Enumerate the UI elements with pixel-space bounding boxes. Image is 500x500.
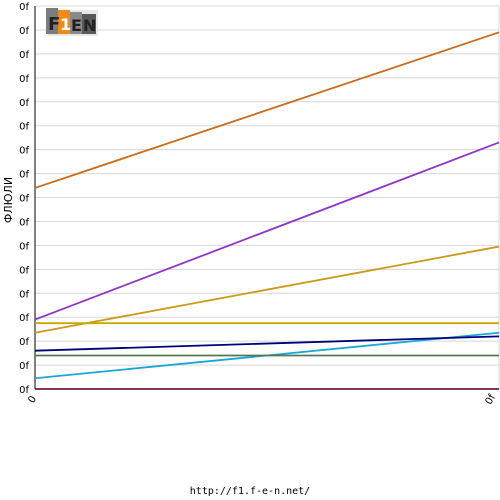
y-tick-label: 0f (19, 385, 29, 396)
series-line-1 (34, 31, 500, 189)
y-tick-labels: 0f 0f 0f 0f 0f 0f 0f 0f 0f 0f 0f 0f 0f 0f 0f 0f 0f (19, 2, 29, 396)
svg-text:F: F (48, 14, 60, 35)
grid-lines (34, 5, 500, 390)
y-tick-label: 0f (19, 241, 29, 252)
y-axis-label: ФЛЮЛИ (2, 177, 15, 223)
x-tick-labels: 0 0f (26, 392, 498, 406)
y-tick-label: 0f (19, 74, 29, 85)
f1en-logo: F 1 E N (46, 8, 98, 36)
svg-text:N: N (83, 16, 96, 35)
x-tick-label: 0f (484, 392, 499, 406)
x-tick-label: 0 (26, 394, 39, 405)
y-tick-label: 0f (19, 217, 29, 228)
y-tick-label: 0f (19, 26, 29, 37)
y-tick-label: 0f (19, 289, 29, 300)
y-tick-label: 0f (19, 265, 29, 276)
svg-text:1: 1 (60, 15, 71, 34)
y-tick-label: 0f (19, 194, 29, 205)
series-line-2 (34, 141, 500, 321)
y-tick-label: 0f (19, 98, 29, 109)
y-tick-label: 0f (19, 50, 29, 61)
footer-url[interactable]: http://f1.f-e-n.net/ (189, 486, 311, 497)
svg-text:E: E (71, 16, 82, 35)
y-tick-label: 0f (19, 170, 29, 181)
y-tick-label: 0f (19, 313, 29, 324)
y-tick-label: 0f (19, 2, 29, 13)
series-line-6 (34, 335, 500, 352)
series-lines (34, 31, 500, 390)
y-tick-label: 0f (19, 146, 29, 157)
y-tick-label: 0f (19, 337, 29, 348)
series-line-3 (34, 245, 500, 334)
y-tick-label: 0f (19, 361, 29, 372)
y-tick-label: 0f (19, 122, 29, 133)
